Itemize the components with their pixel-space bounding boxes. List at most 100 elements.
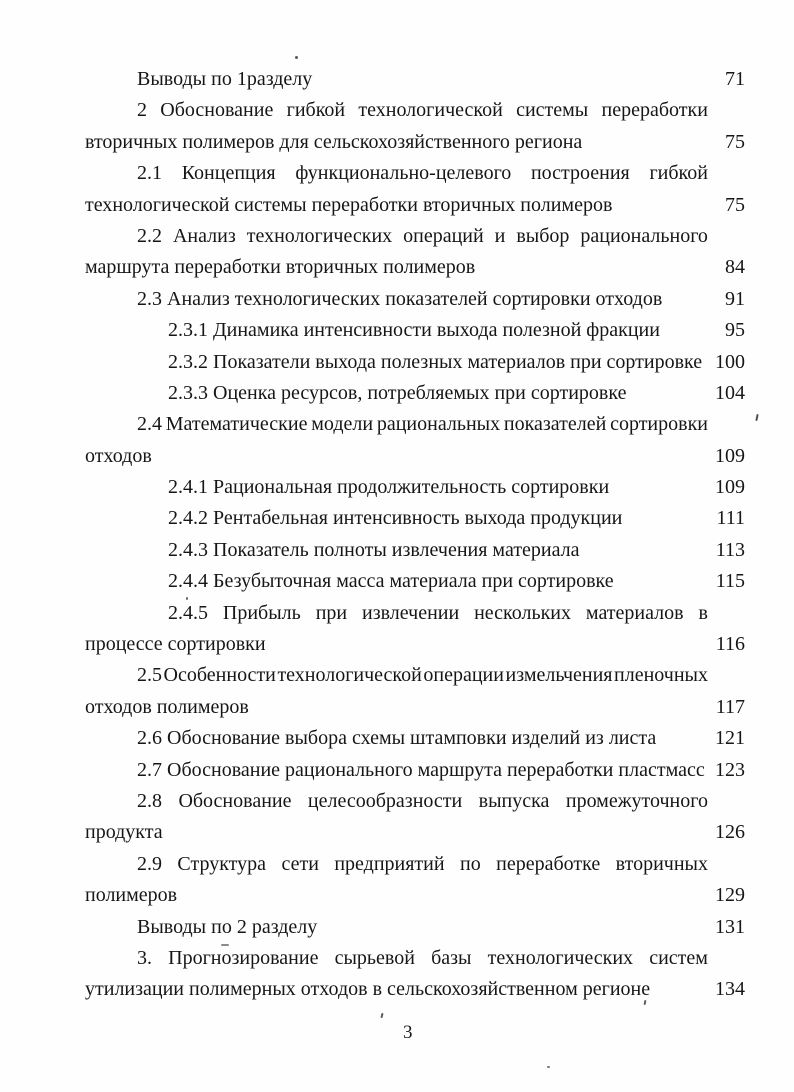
toc-page-number: 129	[715, 884, 745, 907]
toc-entry-text: технологической	[277, 664, 422, 687]
toc-line: 2.4.4 Безубыточная масса материала при с…	[85, 566, 745, 597]
toc-line: 2.8 Обоснование целесообразности выпуска про…	[85, 786, 745, 817]
toc-entry-text: 2.2	[137, 224, 162, 247]
toc-entry-text: технологической системы переработки втор…	[85, 193, 613, 216]
toc-entry-text: отходов	[85, 444, 152, 467]
toc-line: Выводы по 2 разделу 131	[85, 912, 745, 943]
toc-page-number: 116	[715, 633, 745, 656]
toc-entry-text: извлечении	[362, 601, 460, 624]
toc-entry-text: процессе сортировки	[85, 633, 266, 656]
toc-line: 2.3.3 Оценка ресурсов, потребляемых при …	[85, 378, 745, 409]
toc-entry-text: 2.4.2 Рентабельная интенсивность выхода …	[168, 507, 623, 530]
scan-speck	[380, 1012, 384, 1019]
toc-entry-text: вторичных полимеров для сельскохозяйстве…	[85, 130, 583, 153]
toc-entry-text: Обоснование	[178, 789, 292, 812]
toc-entry-text: показателей	[503, 413, 607, 436]
toc-entry-text: утилизации полимерных отходов в сельскох…	[85, 978, 651, 1001]
toc-entry-text: Структура	[177, 852, 267, 875]
toc-entry-text: 2.5	[137, 664, 162, 687]
toc-entry-text: Анализ	[172, 224, 236, 247]
toc-entry-text: 2.7 Обоснование рационального маршрута п…	[137, 758, 705, 781]
toc-entry-text: промежуточного	[565, 789, 708, 812]
toc-line: отходов полимеров 117	[85, 692, 745, 723]
toc-entry-text: 2.1	[137, 162, 162, 185]
toc-entry-text: операций	[403, 224, 484, 247]
toc-line: Выводы по 1разделу 71	[85, 64, 745, 95]
toc-entry-text: 2.4	[137, 413, 162, 436]
toc-line: маршрута переработки вторичных полимеров…	[85, 252, 745, 283]
toc-line: 3. Прогнозирование сырьевой базы технологиче…	[85, 943, 745, 974]
toc-entry-text: целесообразности	[307, 789, 463, 812]
toc-page-number: 109	[715, 444, 745, 467]
toc-page-number: 75	[725, 193, 745, 216]
toc-page-number: 126	[715, 821, 745, 844]
toc-entry-text: переработке	[496, 852, 601, 875]
toc-page-number: 75	[725, 130, 745, 153]
toc-entry-text: 2.3.3 Оценка ресурсов, потребляемых при …	[168, 381, 627, 404]
toc-entry-text: гибкой	[286, 99, 346, 122]
toc-line: 2.4.3 Показатель полноты извлечения мате…	[85, 535, 745, 566]
toc-line: 2.4 Математические модели рациональных показ…	[85, 409, 745, 440]
toc-entry-text: построения	[530, 162, 630, 185]
toc-entry-text: и	[494, 224, 506, 247]
toc-entry-text: в	[698, 601, 708, 624]
toc-entry-text: 2.3.1 Динамика интенсивности выхода поле…	[168, 319, 660, 342]
toc-entry-text: 2.3.2 Показатели выхода полезных материа…	[168, 350, 703, 373]
toc-entry-text: по	[460, 852, 481, 875]
toc-entry-text: 3.	[137, 946, 152, 969]
toc-page-number: 71	[725, 68, 745, 90]
toc-entry-text: при	[315, 601, 348, 624]
toc-entry-text: 2.4.4 Безубыточная масса материала при с…	[168, 570, 614, 593]
toc-entry-text: гибкой	[649, 162, 708, 185]
table-of-contents: Выводы по 1разделу 71 2 Обоснование гибкой те…	[85, 64, 745, 1006]
toc-entry-text: Концепция	[181, 162, 276, 185]
toc-entry-text: рациональных	[376, 413, 501, 436]
toc-entry-text: полимеров	[85, 884, 178, 907]
toc-page-number: 104	[715, 381, 745, 404]
toc-entry-text: Особенности	[163, 664, 276, 687]
toc-entry-text: Выводы по 2 разделу	[137, 915, 318, 938]
toc-line: 2.2 Анализ технологических операций и выбор ра…	[85, 221, 745, 252]
scan-speck	[221, 944, 229, 946]
toc-line: вторичных полимеров для сельскохозяйстве…	[85, 127, 745, 158]
toc-entry-text: 2.4.3 Показатель полноты извлечения мате…	[168, 538, 580, 561]
toc-page-number: 117	[715, 695, 745, 718]
scan-speck	[755, 413, 759, 422]
toc-entry-text: технологических	[246, 224, 393, 247]
toc-entry-text: систем	[649, 946, 708, 969]
toc-entry-text: переработки	[601, 99, 708, 122]
toc-entry-text: пленочных	[614, 664, 708, 687]
toc-entry-text: предприятий	[334, 852, 445, 875]
toc-line: отходов 109	[85, 441, 745, 472]
toc-entry-text: модели	[311, 413, 374, 436]
toc-entry-text: сети	[281, 852, 319, 875]
toc-line: 2.9 Структура сети предприятий по переработке…	[85, 849, 745, 880]
toc-entry-text: выпуска	[478, 789, 550, 812]
toc-entry-text: 2.3 Анализ технологических показателей с…	[137, 287, 663, 310]
toc-page-number: 123	[715, 758, 745, 781]
toc-page-number: 91	[725, 287, 745, 310]
toc-page-number: 113	[715, 538, 745, 561]
toc-entry-text: Выводы по 1разделу	[137, 68, 313, 90]
toc-line: 2.7 Обоснование рационального маршрута п…	[85, 755, 745, 786]
toc-entry-text: выбор	[516, 224, 570, 247]
toc-line: 2 Обоснование гибкой технологической системы…	[85, 95, 745, 126]
toc-entry-text: технологической	[358, 99, 503, 122]
toc-entry-text: 2.6 Обоснование выбора схемы штамповки и…	[137, 727, 657, 750]
toc-entry-text: базы	[431, 946, 472, 969]
toc-entry-text: 2.9	[137, 852, 162, 875]
toc-entry-text: вторичных	[615, 852, 708, 875]
toc-page-number: 84	[725, 256, 745, 279]
toc-entry-text: рационального	[580, 224, 708, 247]
scan-speck	[295, 56, 298, 59]
toc-line: 2.4.1 Рациональная продолжительность сор…	[85, 472, 745, 503]
toc-entry-text: сырьевой	[334, 946, 415, 969]
scan-speck	[547, 1066, 550, 1068]
toc-line: 2.4.2 Рентабельная интенсивность выхода …	[85, 503, 745, 534]
toc-page-number: 115	[715, 570, 745, 593]
toc-entry-text: системы	[516, 99, 589, 122]
page-number: 3	[403, 1022, 413, 1043]
toc-entry-text: материалов	[585, 601, 684, 624]
toc-entry-text: нескольких	[474, 601, 572, 624]
toc-entry-text: маршрута переработки вторичных полимеров	[85, 256, 476, 279]
